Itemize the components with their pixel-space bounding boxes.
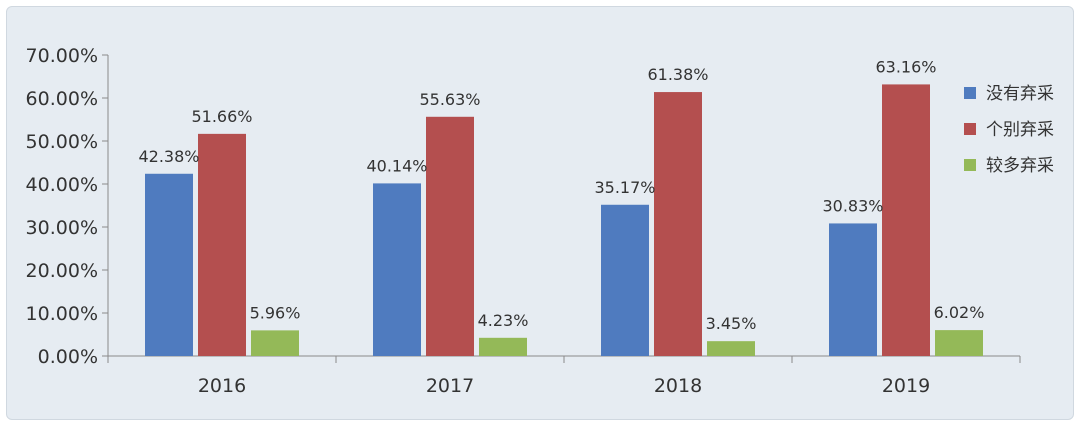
- y-tick-label: 10.00%: [26, 303, 98, 325]
- y-tick-label: 0.00%: [38, 346, 98, 368]
- legend-swatch: [964, 87, 976, 99]
- data-label: 4.23%: [478, 311, 529, 330]
- data-label: 30.83%: [822, 196, 883, 215]
- bar: [829, 223, 877, 356]
- y-tick-label: 60.00%: [26, 88, 98, 110]
- legend-label: 没有弃采: [986, 84, 1054, 104]
- legend-label: 较多弃采: [986, 156, 1054, 176]
- data-label: 51.66%: [191, 107, 252, 126]
- x-tick-label: 2017: [426, 375, 474, 397]
- y-tick-label: 50.00%: [26, 131, 98, 153]
- legend-label: 个别弃采: [986, 120, 1054, 140]
- bar: [373, 183, 421, 356]
- y-tick-label: 20.00%: [26, 260, 98, 282]
- legend-swatch: [964, 159, 976, 171]
- y-tick-label: 30.00%: [26, 217, 98, 239]
- bar: [198, 133, 246, 356]
- y-tick-label: 70.00%: [26, 45, 98, 67]
- data-label: 40.14%: [366, 156, 427, 175]
- legend-swatch: [964, 123, 976, 135]
- y-tick-label: 40.00%: [26, 174, 98, 196]
- bar: [601, 204, 649, 356]
- data-label: 6.02%: [934, 303, 985, 322]
- x-tick-label: 2019: [882, 375, 930, 397]
- bar: [935, 330, 983, 356]
- data-label: 42.38%: [138, 147, 199, 166]
- data-label: 55.63%: [419, 90, 480, 109]
- x-tick-label: 2018: [654, 375, 702, 397]
- bar: [251, 330, 299, 356]
- bar: [479, 337, 527, 356]
- data-label: 5.96%: [250, 303, 301, 322]
- x-tick-label: 2016: [198, 375, 246, 397]
- bar: [426, 116, 474, 356]
- bar: [882, 84, 930, 357]
- data-label: 63.16%: [875, 57, 936, 76]
- data-label: 61.38%: [647, 65, 708, 84]
- data-label: 35.17%: [594, 178, 655, 197]
- data-label: 3.45%: [706, 314, 757, 333]
- bar: [707, 341, 755, 356]
- bar: [145, 173, 193, 356]
- bar: [654, 92, 702, 356]
